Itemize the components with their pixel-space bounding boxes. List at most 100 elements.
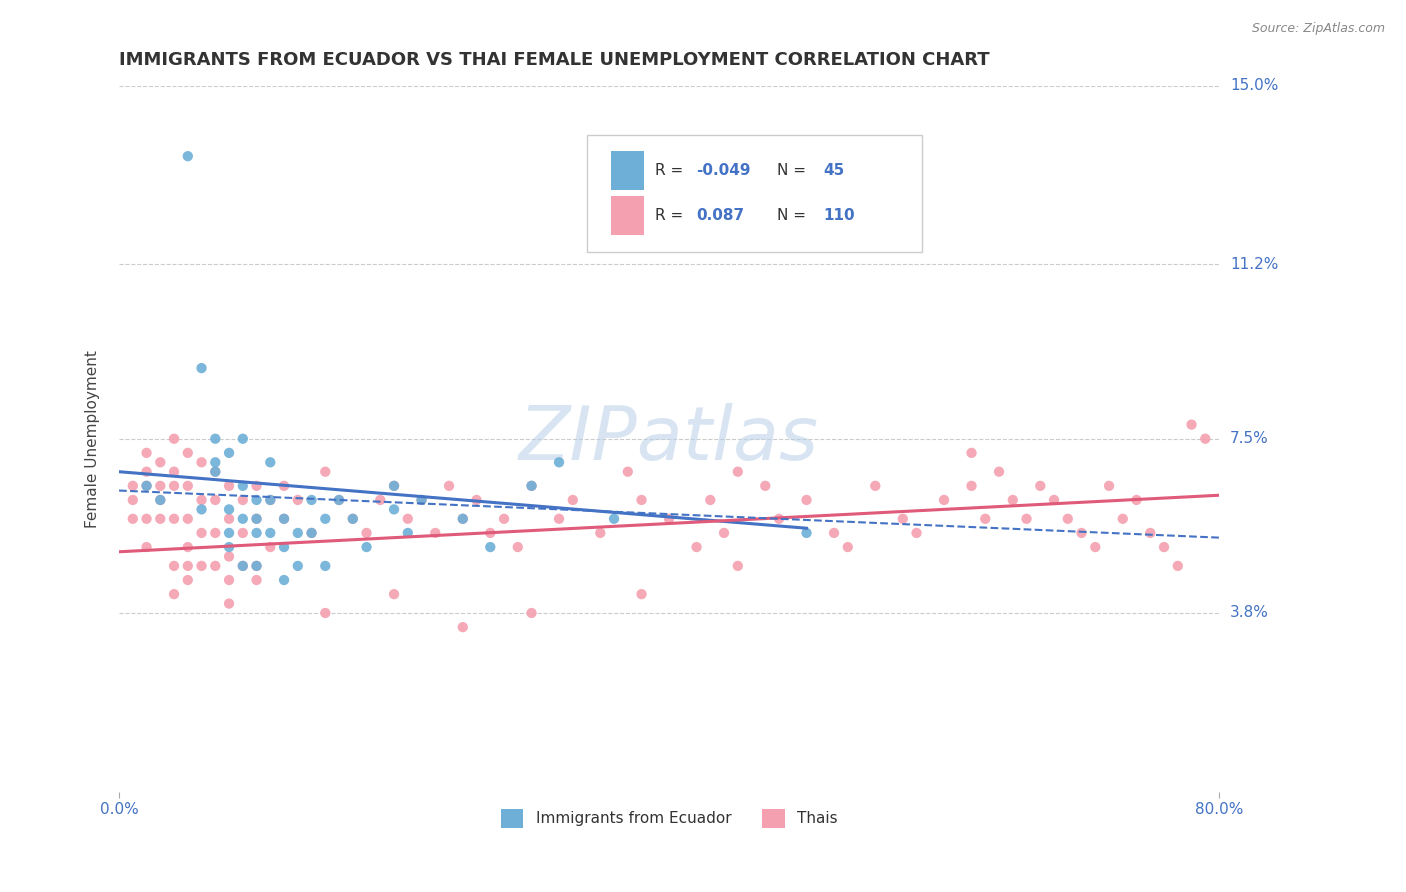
Point — [314, 512, 336, 526]
Point — [149, 492, 172, 507]
Point — [190, 558, 212, 573]
Point — [589, 525, 612, 540]
Point — [713, 525, 735, 540]
Point — [396, 525, 419, 540]
Point — [204, 558, 226, 573]
Point — [411, 492, 433, 507]
Point — [520, 479, 543, 493]
Point — [177, 512, 200, 526]
Point — [479, 525, 502, 540]
Point — [287, 558, 309, 573]
Point — [520, 479, 543, 493]
Point — [232, 558, 254, 573]
Point — [190, 525, 212, 540]
Point — [163, 512, 186, 526]
Point — [960, 446, 983, 460]
Point — [245, 525, 267, 540]
Point — [548, 512, 571, 526]
Point — [204, 492, 226, 507]
Point — [1112, 512, 1135, 526]
Point — [342, 512, 364, 526]
Point — [685, 540, 707, 554]
Point — [960, 479, 983, 493]
Text: 3.8%: 3.8% — [1230, 606, 1270, 621]
Point — [1029, 479, 1052, 493]
Point — [1098, 479, 1121, 493]
Point — [177, 540, 200, 554]
Text: N =: N = — [778, 163, 811, 178]
Point — [1167, 558, 1189, 573]
Point — [932, 492, 955, 507]
Point — [218, 479, 240, 493]
Point — [259, 540, 281, 554]
Point — [548, 455, 571, 469]
Point — [273, 540, 295, 554]
Point — [273, 512, 295, 526]
FancyBboxPatch shape — [586, 135, 922, 252]
Point — [630, 492, 652, 507]
Point — [177, 479, 200, 493]
Point — [561, 492, 583, 507]
Point — [382, 479, 405, 493]
Point — [177, 446, 200, 460]
Point — [218, 502, 240, 516]
Text: Source: ZipAtlas.com: Source: ZipAtlas.com — [1251, 22, 1385, 36]
Point — [425, 525, 447, 540]
Point — [382, 479, 405, 493]
Point — [273, 512, 295, 526]
Point — [796, 525, 818, 540]
Point — [121, 492, 143, 507]
Point — [135, 465, 157, 479]
Point — [328, 492, 350, 507]
Point — [328, 492, 350, 507]
Point — [149, 455, 172, 469]
Point — [245, 479, 267, 493]
Point — [135, 540, 157, 554]
Point — [865, 479, 887, 493]
Point — [1194, 432, 1216, 446]
Point — [135, 512, 157, 526]
Point — [245, 512, 267, 526]
Point — [465, 492, 488, 507]
Point — [135, 446, 157, 460]
Point — [905, 525, 928, 540]
Text: IMMIGRANTS FROM ECUADOR VS THAI FEMALE UNEMPLOYMENT CORRELATION CHART: IMMIGRANTS FROM ECUADOR VS THAI FEMALE U… — [120, 51, 990, 69]
Point — [218, 446, 240, 460]
Point — [356, 540, 378, 554]
Point — [506, 540, 529, 554]
Point — [259, 492, 281, 507]
Point — [451, 620, 474, 634]
Point — [437, 479, 460, 493]
Point — [259, 492, 281, 507]
Point — [382, 587, 405, 601]
Point — [1070, 525, 1092, 540]
Point — [479, 540, 502, 554]
Point — [492, 512, 515, 526]
Point — [245, 512, 267, 526]
Point — [382, 502, 405, 516]
Point — [245, 558, 267, 573]
Point — [259, 455, 281, 469]
Point — [1043, 492, 1066, 507]
Point — [1056, 512, 1078, 526]
Point — [135, 479, 157, 493]
Point — [451, 512, 474, 526]
Point — [603, 512, 626, 526]
Point — [163, 587, 186, 601]
Point — [232, 558, 254, 573]
Point — [218, 549, 240, 564]
Text: 11.2%: 11.2% — [1230, 257, 1278, 272]
Point — [356, 525, 378, 540]
Point — [617, 465, 640, 479]
Point — [451, 512, 474, 526]
Point — [342, 512, 364, 526]
Point — [218, 525, 240, 540]
Point — [658, 512, 681, 526]
Point — [768, 512, 790, 526]
Point — [630, 587, 652, 601]
Point — [823, 525, 845, 540]
Point — [1125, 492, 1147, 507]
Point — [754, 479, 776, 493]
Point — [232, 525, 254, 540]
Text: N =: N = — [778, 209, 811, 223]
